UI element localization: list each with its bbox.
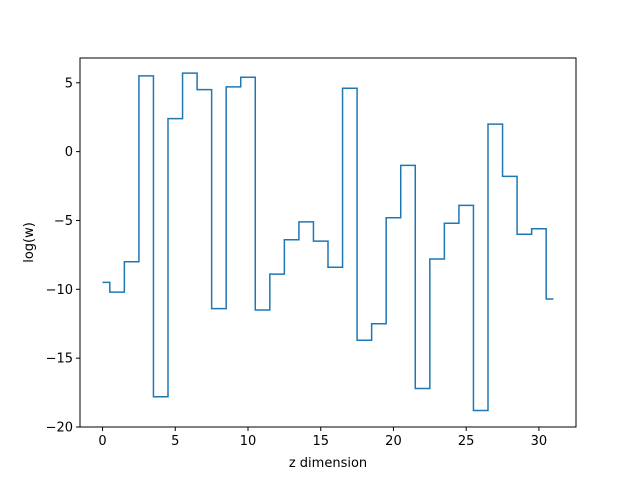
y-axis-label: log(w) — [22, 222, 37, 263]
x-tick-label: 0 — [98, 434, 106, 449]
y-tick-label: 0 — [65, 145, 73, 160]
y-tick-label: −15 — [46, 352, 73, 367]
x-axis-label: z dimension — [289, 456, 367, 471]
x-axis: 0 5 10 15 20 25 30 — [98, 427, 547, 449]
y-tick-label: −10 — [46, 283, 73, 298]
y-axis: −20 −15 −10 −5 0 5 — [46, 76, 80, 436]
x-tick-label: 20 — [385, 434, 402, 449]
y-tick-label: 5 — [65, 76, 73, 91]
y-tick-label: −20 — [46, 421, 73, 436]
x-tick-label: 30 — [531, 434, 548, 449]
axes-frame — [79, 57, 577, 428]
x-tick-label: 15 — [312, 434, 329, 449]
plot-area — [102, 72, 554, 412]
x-tick-label: 10 — [240, 434, 257, 449]
series-line-0 — [102, 72, 554, 412]
x-tick-label: 25 — [458, 434, 475, 449]
y-tick-label: −5 — [54, 214, 73, 229]
x-tick-label: 5 — [171, 434, 179, 449]
